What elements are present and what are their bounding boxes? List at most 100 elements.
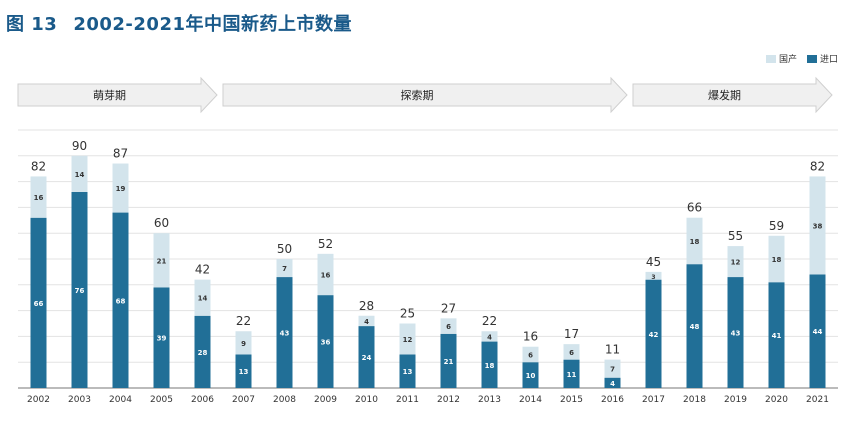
phase-label-1: 萌芽期: [93, 88, 126, 102]
bar-imported-2005: [153, 287, 170, 388]
bar-domestic-2002: [30, 176, 47, 218]
label-total-2004: 87: [113, 147, 128, 161]
label-total-2008: 50: [277, 242, 292, 256]
bar-imported-2003: [71, 191, 88, 388]
x-tick-2011: 2011: [396, 395, 419, 405]
label-total-2017: 45: [646, 255, 661, 269]
label-total-2014: 16: [523, 330, 538, 344]
phase-arrow-3: [632, 76, 833, 114]
label-domestic-2006: 14: [198, 295, 208, 303]
x-tick-2014: 2014: [519, 395, 542, 405]
label-imported-2008: 43: [280, 330, 290, 338]
legend-label-imported: 进口: [819, 55, 838, 65]
label-domestic-2011: 12: [403, 336, 413, 344]
bar-imported-2012: [440, 333, 457, 388]
bar-domestic-2021: [809, 176, 826, 275]
legend-item-imported: 进口: [806, 52, 838, 65]
bar-domestic-2009: [317, 253, 334, 296]
bar-imported-2021: [809, 274, 826, 388]
bar-domestic-2016: [604, 359, 621, 378]
label-domestic-2019: 12: [731, 259, 741, 267]
x-tick-2003: 2003: [68, 395, 91, 405]
x-tick-2015: 2015: [560, 395, 583, 405]
x-tick-2008: 2008: [273, 395, 296, 405]
bar-imported-2008: [276, 277, 293, 388]
bar-domestic-2019: [727, 246, 744, 278]
label-imported-2015: 11: [567, 371, 577, 379]
bar-imported-2007: [235, 354, 252, 388]
x-tick-2005: 2005: [150, 395, 173, 405]
label-total-2002: 82: [31, 159, 46, 173]
bar-domestic-2013: [481, 331, 498, 342]
bar-imported-2015: [563, 359, 580, 388]
label-total-2011: 25: [400, 307, 415, 321]
label-imported-2014: 10: [526, 372, 536, 380]
x-tick-2017: 2017: [642, 395, 665, 405]
label-imported-2009: 36: [321, 339, 331, 347]
bar-domestic-2011: [399, 323, 416, 355]
label-imported-2016: 4: [610, 380, 615, 388]
bar-imported-2004: [112, 212, 129, 388]
label-domestic-2015: 6: [569, 349, 574, 357]
label-domestic-2002: 16: [34, 194, 44, 202]
label-total-2020: 59: [769, 219, 784, 233]
label-total-2021: 82: [810, 159, 825, 173]
label-domestic-2008: 7: [282, 265, 287, 273]
label-total-2006: 42: [195, 263, 210, 277]
bar-domestic-2015: [563, 344, 580, 360]
label-total-2015: 17: [564, 327, 579, 341]
legend-swatch-imported: [806, 54, 817, 63]
bar-imported-2016: [604, 377, 621, 388]
label-domestic-2020: 18: [772, 256, 782, 264]
label-imported-2002: 66: [34, 300, 44, 308]
label-total-2009: 52: [318, 237, 333, 251]
bar-domestic-2020: [768, 235, 785, 283]
bar-domestic-2004: [112, 163, 129, 213]
label-domestic-2021: 38: [813, 222, 823, 230]
legend-item-domestic: 国产: [765, 52, 797, 65]
bar-imported-2006: [194, 315, 211, 388]
x-tick-2020: 2020: [765, 395, 788, 405]
figure-title-text: 2002-2021年中国新药上市数量: [73, 14, 352, 35]
label-domestic-2004: 19: [116, 185, 126, 193]
legend-swatch-domestic: [765, 54, 776, 63]
bar-imported-2013: [481, 341, 498, 388]
x-tick-2004: 2004: [109, 395, 132, 405]
bar-imported-2002: [30, 217, 47, 388]
x-tick-2021: 2021: [806, 395, 829, 405]
label-domestic-2014: 6: [528, 351, 533, 359]
label-imported-2012: 21: [444, 358, 454, 366]
figure-number: 图 13: [6, 14, 58, 35]
label-domestic-2010: 4: [364, 318, 369, 326]
x-tick-2009: 2009: [314, 395, 337, 405]
phase-arrow-1: [17, 76, 218, 114]
label-total-2016: 11: [605, 343, 620, 357]
x-tick-2016: 2016: [601, 395, 624, 405]
label-imported-2021: 44: [813, 328, 823, 336]
x-tick-2019: 2019: [724, 395, 747, 405]
bar-domestic-2018: [686, 217, 703, 265]
label-domestic-2017: 3: [651, 274, 655, 281]
legend: 国产 进口: [765, 52, 838, 65]
label-imported-2003: 76: [75, 287, 85, 295]
label-imported-2010: 24: [362, 354, 372, 362]
label-domestic-2016: 7: [610, 366, 615, 374]
x-tick-2013: 2013: [478, 395, 501, 405]
label-domestic-2018: 18: [690, 238, 700, 246]
label-total-2018: 66: [687, 201, 702, 215]
phase-arrow-2: [222, 76, 628, 114]
x-tick-2010: 2010: [355, 395, 378, 405]
bar-imported-2011: [399, 354, 416, 388]
label-imported-2017: 42: [649, 331, 659, 339]
label-domestic-2005: 21: [157, 257, 167, 265]
x-tick-2002: 2002: [27, 395, 50, 405]
bar-imported-2019: [727, 277, 744, 388]
phase-label-3: 爆发期: [708, 88, 741, 102]
label-total-2019: 55: [728, 229, 743, 243]
label-domestic-2007: 9: [241, 340, 246, 348]
label-domestic-2003: 14: [75, 171, 85, 179]
label-imported-2005: 39: [157, 335, 167, 343]
phase-label-2: 探索期: [401, 88, 434, 102]
